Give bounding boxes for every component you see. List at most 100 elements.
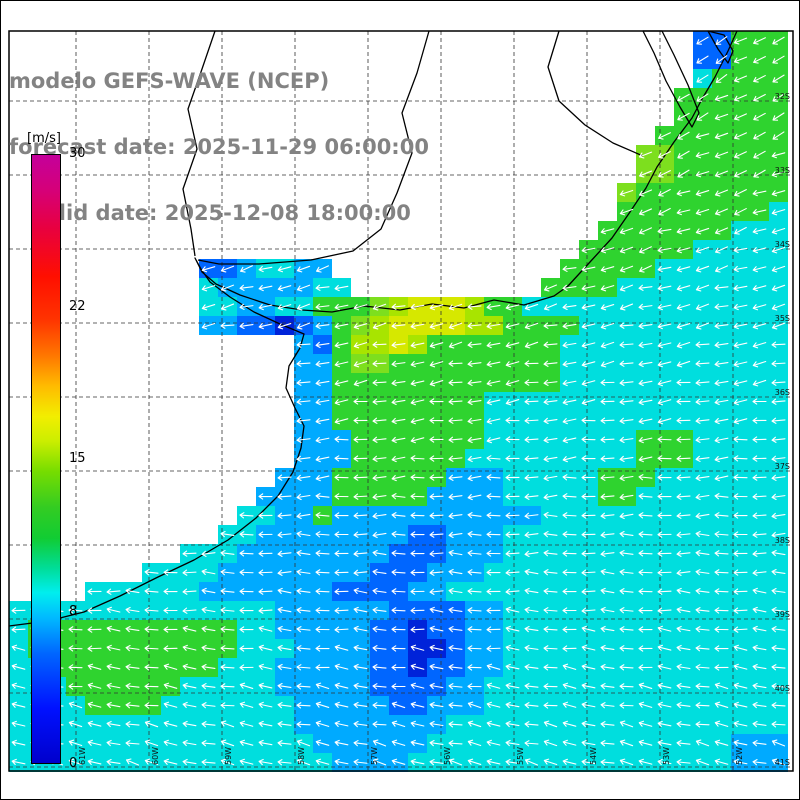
wind-arrow: [277, 759, 292, 766]
wind-arrow: [524, 664, 539, 671]
wind-arrow: [296, 739, 311, 747]
wind-arrow: [677, 131, 690, 140]
wind-arrow: [600, 417, 615, 424]
wind-arrow: [714, 493, 729, 500]
wind-arrow: [125, 740, 140, 747]
wind-arrow: [296, 455, 311, 462]
wind-arrow: [657, 380, 672, 387]
wind-arrow: [600, 303, 615, 311]
wind-arrow: [106, 739, 121, 747]
wind-arrow: [448, 645, 463, 652]
wind-arrow: [676, 531, 691, 538]
wind-arrow: [581, 701, 596, 709]
wind-arrow: [714, 227, 729, 235]
wind-arrow: [752, 531, 767, 538]
wind-arrow: [752, 720, 767, 728]
wind-arrow: [429, 474, 444, 481]
wind-arrow: [486, 437, 501, 444]
wind-arrow: [87, 588, 102, 595]
wind-arrow: [753, 150, 766, 159]
wind-arrow: [638, 151, 653, 159]
wind-arrow: [562, 720, 577, 727]
wind-arrow: [277, 682, 292, 690]
wind-arrow: [657, 436, 672, 443]
wind-arrow: [182, 663, 197, 670]
wind-arrow: [448, 379, 463, 386]
lon-label: 53W: [662, 747, 671, 765]
wind-arrow: [258, 663, 273, 670]
wind-arrow: [429, 398, 444, 405]
wind-arrow: [106, 663, 121, 671]
wind-arrow: [676, 625, 691, 633]
wind-arrow: [201, 266, 216, 273]
wind-arrow: [429, 417, 444, 424]
wind-arrow: [258, 323, 273, 330]
wind-arrow: [771, 341, 786, 348]
wind-arrow: [467, 303, 482, 310]
wind-arrow: [239, 682, 254, 689]
wind-arrow: [771, 568, 786, 576]
wind-arrow: [714, 550, 729, 557]
wind-arrow: [467, 683, 482, 690]
wind-arrow: [657, 284, 672, 292]
wind-arrow: [676, 474, 691, 481]
wind-arrow: [68, 664, 83, 671]
wind-arrow: [182, 588, 197, 595]
wind-arrow: [676, 512, 691, 519]
wind-arrow: [201, 759, 216, 766]
wind-arrow: [562, 418, 577, 425]
wind-arrow: [410, 380, 425, 387]
wind-arrow: [657, 418, 672, 425]
wind-arrow: [68, 720, 83, 728]
wind-arrow: [524, 740, 539, 747]
wind-arrow: [581, 304, 596, 311]
wind-arrow: [448, 758, 463, 766]
wind-arrow: [752, 209, 767, 216]
wind-arrow: [258, 550, 273, 557]
wind-arrow: [543, 550, 558, 557]
wind-arrow: [391, 493, 406, 500]
wind-arrow: [714, 398, 729, 406]
wind-arrow: [772, 93, 785, 102]
wind-arrow: [11, 607, 26, 614]
wind-arrow: [524, 360, 539, 367]
wind-arrow: [753, 93, 766, 102]
wind-arrow: [391, 664, 406, 671]
wind-arrow: [505, 342, 520, 349]
lat-label: 39S: [775, 610, 790, 619]
wind-arrow: [524, 455, 539, 462]
wind-arrow: [372, 607, 387, 614]
wind-arrow: [714, 682, 729, 690]
wind-arrow: [676, 304, 691, 311]
wind-arrow: [581, 588, 596, 595]
model-title: modelo GEFS-WAVE (NCEP): [9, 69, 330, 93]
wind-arrow: [638, 398, 653, 406]
wind-arrow: [201, 322, 216, 330]
wind-arrow: [771, 379, 786, 386]
wind-arrow: [372, 512, 387, 520]
wind-arrow: [714, 436, 729, 444]
wind-arrow: [315, 455, 330, 463]
wind-arrow: [619, 758, 634, 766]
wind-arrow: [410, 437, 425, 444]
wind-arrow: [391, 455, 406, 463]
wind-arrow: [410, 607, 425, 614]
wind-arrow: [486, 379, 501, 387]
wind-arrow: [315, 550, 330, 557]
colorbar-tick-0: 0: [69, 756, 78, 771]
wind-arrow: [296, 341, 311, 348]
wind-arrow: [277, 644, 292, 652]
wind-arrow: [676, 190, 691, 197]
wind-arrow: [505, 588, 520, 595]
wind-arrow: [524, 587, 539, 595]
wind-arrow: [771, 664, 786, 671]
wind-arrow: [562, 531, 577, 538]
wind-arrow: [144, 758, 159, 766]
wind-arrow: [296, 683, 311, 690]
wind-arrow: [68, 739, 83, 747]
wind-arrow: [239, 701, 254, 708]
wind-arrow: [581, 663, 596, 670]
wind-arrow: [752, 682, 767, 690]
wind-arrow: [695, 303, 710, 311]
wind-arrow: [676, 606, 691, 614]
